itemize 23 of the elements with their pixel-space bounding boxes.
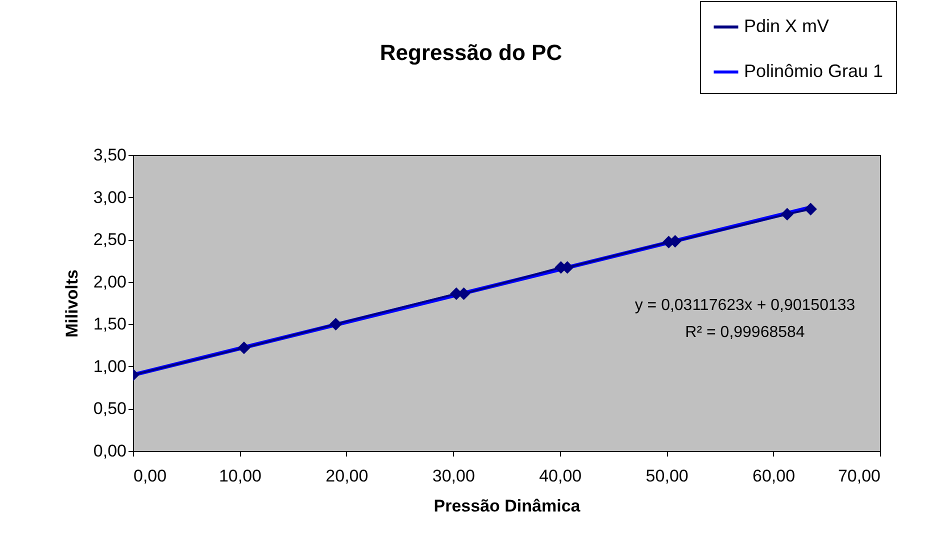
- y-tick-label: 2,50: [93, 230, 126, 250]
- annotation: y = 0,03117623x + 0,90150133: [634, 297, 856, 314]
- legend-label: Pdin X mV: [744, 16, 830, 36]
- legend-label: Polinômio Grau 1: [744, 61, 884, 81]
- x-tick-label: 0,00: [134, 466, 167, 486]
- y-tick-label: 1,00: [93, 356, 126, 376]
- x-tick-label: 70,00: [838, 466, 880, 486]
- x-tick-label: 40,00: [539, 466, 582, 486]
- y-tick-label: 3,50: [93, 146, 126, 164]
- y-axis-title: Milivolts: [62, 269, 82, 338]
- x-tick-label: 20,00: [326, 466, 368, 486]
- y-tick-label: 0,00: [93, 442, 126, 460]
- annotation: R² = 0,99968584: [685, 324, 805, 341]
- x-axis-title: Pressão Dinâmica: [434, 496, 581, 516]
- x-tick-label: 30,00: [432, 466, 475, 486]
- y-tick-label: 2,00: [93, 272, 126, 292]
- y-tick-label: 3,00: [93, 188, 126, 207]
- y-tick-label: 1,50: [93, 314, 126, 334]
- x-tick-label: 50,00: [646, 466, 688, 486]
- x-tick-label: 60,00: [752, 466, 796, 486]
- x-tick-label: 10,00: [218, 466, 262, 486]
- y-tick-label: 0,50: [93, 399, 126, 418]
- chart-title: Regressão do PC: [380, 40, 562, 65]
